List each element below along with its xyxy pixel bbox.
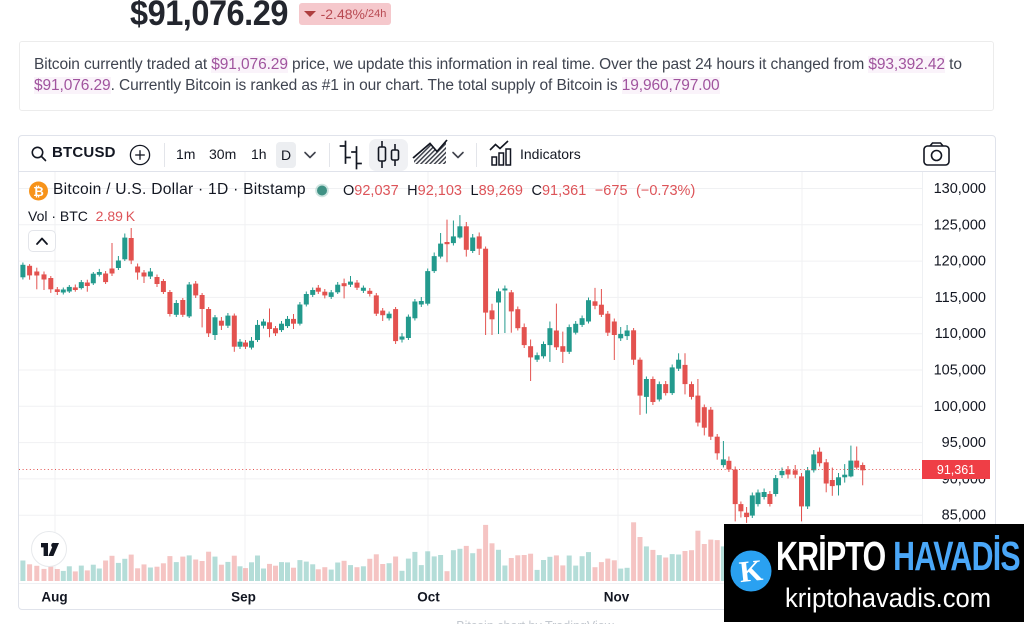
- svg-text:120,000: 120,000: [934, 254, 986, 270]
- svg-text:Sep: Sep: [231, 590, 256, 605]
- svg-text:105,000: 105,000: [934, 363, 986, 379]
- svg-text:130,000: 130,000: [934, 181, 986, 197]
- svg-text:110,000: 110,000: [935, 326, 986, 342]
- svg-text:91,361: 91,361: [937, 463, 975, 477]
- svg-text:100,000: 100,000: [934, 399, 986, 415]
- svg-text:125,000: 125,000: [934, 217, 986, 233]
- svg-text:Oct: Oct: [417, 590, 440, 605]
- svg-text:₿: ₿: [33, 184, 44, 199]
- svg-text:85,000: 85,000: [942, 508, 986, 524]
- svg-text:Aug: Aug: [41, 590, 67, 605]
- svg-text:Bitcoin chart by TradingView: Bitcoin chart by TradingView: [456, 619, 614, 624]
- svg-text:95,000: 95,000: [942, 435, 986, 451]
- svg-text:115,000: 115,000: [935, 290, 986, 306]
- svg-text:Nov: Nov: [604, 590, 630, 605]
- svg-text:K: K: [738, 554, 765, 589]
